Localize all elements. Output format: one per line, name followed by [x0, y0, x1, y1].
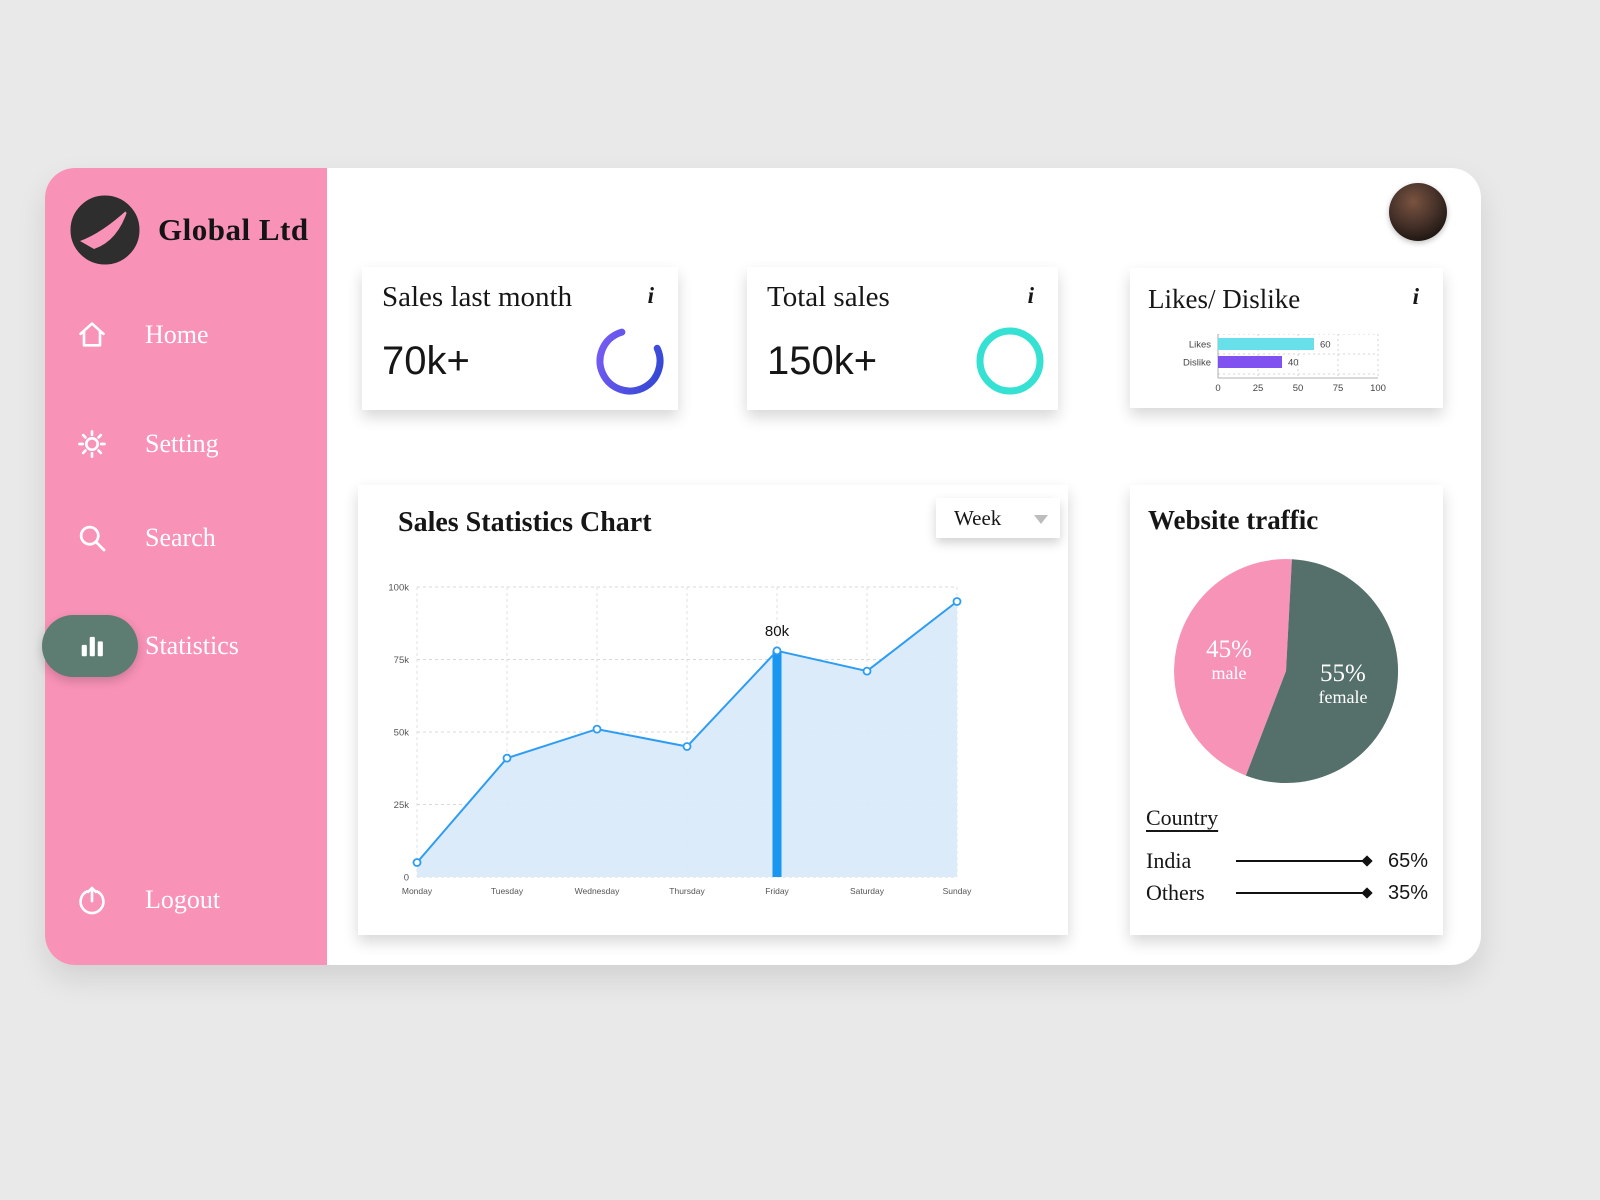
svg-text:80k: 80k	[765, 623, 790, 640]
svg-text:0: 0	[404, 873, 409, 884]
svg-text:40: 40	[1288, 358, 1299, 369]
gear-icon	[76, 428, 108, 460]
sidebar-item-home[interactable]: Home	[45, 303, 327, 367]
sales-last-month-value: 70k+	[382, 339, 470, 383]
sidebar-item-label: Search	[145, 523, 216, 552]
svg-text:45%: 45%	[1206, 636, 1252, 663]
info-icon[interactable]: i	[647, 283, 654, 308]
logout-icon	[76, 884, 108, 916]
likes-dislike-card: Likes/ Dislike i 0 25 50 75 100 Likes 60 Dislik…	[1130, 268, 1443, 408]
progress-ring-icon	[592, 323, 668, 399]
svg-text:Saturday: Saturday	[850, 886, 885, 896]
sidebar: Global Ltd Home Setting	[42, 168, 327, 965]
svg-text:female: female	[1318, 687, 1367, 707]
country-list: India 65% Others 35%	[1146, 845, 1428, 909]
total-sales-card: Total sales i 150k+	[747, 267, 1058, 410]
sidebar-item-label: Home	[145, 320, 209, 349]
website-traffic-card: Website traffic 45% male 55% female Country…	[1130, 485, 1443, 935]
svg-text:60: 60	[1320, 340, 1331, 351]
list-item: India 65%	[1146, 845, 1428, 877]
period-dropdown-value: Week	[954, 505, 1002, 530]
svg-text:Tuesday: Tuesday	[491, 886, 524, 896]
likes-dislike-bar-chart: 0 25 50 75 100 Likes 60 Dislike 40	[1183, 334, 1386, 394]
bar-chart-icon	[76, 630, 108, 662]
brand-name: Global Ltd	[158, 212, 309, 247]
info-icon[interactable]: i	[1027, 283, 1034, 308]
main-card: Global Ltd Home Setting	[42, 168, 1481, 965]
chevron-down-icon	[1034, 515, 1048, 524]
svg-text:0: 0	[1215, 383, 1220, 394]
sales-statistics-line-chart: 0 25k 50k 75k 100k Monday Tuesday Wednesday Thur…	[388, 583, 972, 897]
card-title: Sales last month	[382, 281, 573, 313]
country-value: 35%	[1387, 881, 1428, 904]
sidebar-item-logout[interactable]: Logout	[45, 868, 327, 932]
country-heading: Country	[1146, 805, 1219, 830]
svg-text:75: 75	[1333, 383, 1344, 394]
country-name: India	[1146, 848, 1192, 873]
search-icon	[76, 522, 108, 554]
sidebar-item-statistics[interactable]: Statistics	[42, 614, 327, 678]
sidebar-item-search[interactable]: Search	[45, 506, 327, 570]
svg-text:100: 100	[1370, 383, 1386, 394]
country-value: 65%	[1387, 849, 1428, 872]
svg-text:Likes: Likes	[1189, 340, 1211, 351]
svg-text:50: 50	[1293, 383, 1304, 394]
svg-text:25k: 25k	[394, 800, 410, 811]
card-title: Total sales	[767, 281, 890, 313]
svg-text:male: male	[1212, 663, 1247, 683]
leader-line	[1236, 892, 1368, 894]
period-dropdown[interactable]: Week	[936, 498, 1060, 538]
sales-last-month-card: Sales last month i 70k+	[362, 267, 678, 410]
home-icon	[76, 319, 108, 351]
leader-line	[1236, 860, 1368, 862]
sidebar-item-label: Statistics	[145, 631, 239, 660]
sales-statistics-card: Sales Statistics Chart Week 0 25k 50k 75k 10…	[358, 485, 1068, 935]
brand-logo-icon	[68, 193, 142, 267]
progress-ring-icon	[972, 323, 1048, 399]
svg-text:Thursday: Thursday	[669, 886, 705, 896]
svg-text:25: 25	[1253, 383, 1264, 394]
card-title: Sales Statistics Chart	[398, 507, 652, 538]
total-sales-value: 150k+	[767, 339, 878, 383]
svg-text:Sunday: Sunday	[943, 886, 972, 896]
brand: Global Ltd	[68, 193, 309, 267]
sidebar-item-label: Logout	[145, 885, 221, 914]
svg-text:Wednesday: Wednesday	[575, 886, 620, 896]
user-avatar[interactable]	[1389, 183, 1447, 241]
sidebar-item-label: Setting	[145, 429, 219, 458]
svg-text:100k: 100k	[388, 583, 409, 594]
svg-text:55%: 55%	[1320, 660, 1366, 687]
list-item: Others 35%	[1146, 877, 1428, 909]
website-traffic-pie-chart: 45%male 55%female	[1174, 559, 1399, 784]
info-icon[interactable]: i	[1412, 284, 1419, 309]
card-title: Website traffic	[1148, 505, 1319, 535]
svg-text:Monday: Monday	[402, 886, 433, 896]
svg-text:75k: 75k	[394, 655, 410, 666]
svg-text:Dislike: Dislike	[1183, 358, 1211, 369]
sidebar-item-setting[interactable]: Setting	[45, 412, 327, 476]
svg-text:50k: 50k	[394, 728, 410, 739]
country-name: Others	[1146, 880, 1205, 905]
card-title: Likes/ Dislike	[1148, 284, 1301, 314]
svg-text:Friday: Friday	[765, 886, 789, 896]
